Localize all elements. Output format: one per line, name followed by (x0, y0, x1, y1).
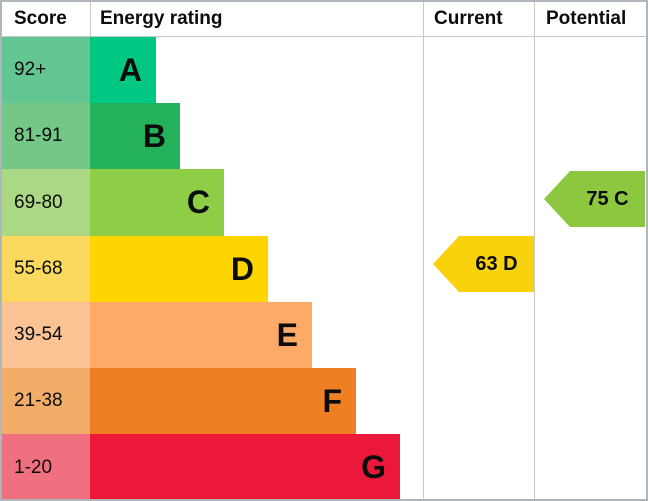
potential-rating-label: 75 C (586, 187, 629, 210)
rating-bar: F (90, 368, 356, 434)
band-row-e: 39-54 E (0, 302, 648, 368)
divider-potential-column (534, 0, 535, 501)
rating-bar: B (90, 103, 180, 169)
band-letter: C (186, 184, 210, 220)
score-range-label: 92+ (14, 59, 47, 80)
band-row-a: 92+ A (0, 37, 648, 103)
divider-score-column (90, 0, 91, 36)
score-cell: 21-38 (0, 368, 90, 434)
rating-bar: G (90, 434, 400, 501)
column-header-energy-rating: Energy rating (100, 7, 223, 29)
band-row-b: 81-91 B (0, 103, 648, 169)
score-range-label: 21-38 (14, 390, 63, 411)
band-letter: B (142, 117, 166, 154)
band-row-c: 69-80 C (0, 169, 648, 236)
score-cell: 39-54 (0, 302, 90, 368)
rating-bar: E (90, 302, 312, 368)
band-row-d: 55-68 D (0, 236, 648, 302)
header-underline (0, 36, 648, 37)
rating-bar: D (90, 236, 268, 302)
score-range-label: 81-91 (14, 125, 63, 146)
band-letter: A (118, 51, 142, 88)
rating-bar: C (90, 169, 224, 236)
score-range-label: 69-80 (14, 191, 63, 213)
band-row-f: 21-38 F (0, 368, 648, 434)
score-cell: 81-91 (0, 103, 90, 169)
current-rating-label: 63 D (475, 252, 518, 275)
band-letter: E (276, 316, 298, 353)
score-cell: 55-68 (0, 236, 90, 302)
column-header-potential: Potential (546, 7, 627, 29)
score-range-label: 1-20 (14, 456, 53, 478)
rating-bar: A (90, 37, 156, 103)
score-cell: 1-20 (0, 434, 90, 501)
score-range-label: 39-54 (14, 324, 63, 345)
score-cell: 69-80 (0, 169, 90, 236)
band-letter: D (230, 250, 254, 287)
score-cell: 92+ (0, 37, 90, 103)
column-header-current: Current (434, 7, 503, 29)
band-letter: G (361, 449, 386, 485)
column-header-score: Score (14, 7, 67, 29)
band-row-g: 1-20 G (0, 434, 648, 501)
band-letter: F (322, 382, 342, 419)
score-range-label: 55-68 (14, 258, 63, 279)
divider-current-column (423, 0, 424, 501)
